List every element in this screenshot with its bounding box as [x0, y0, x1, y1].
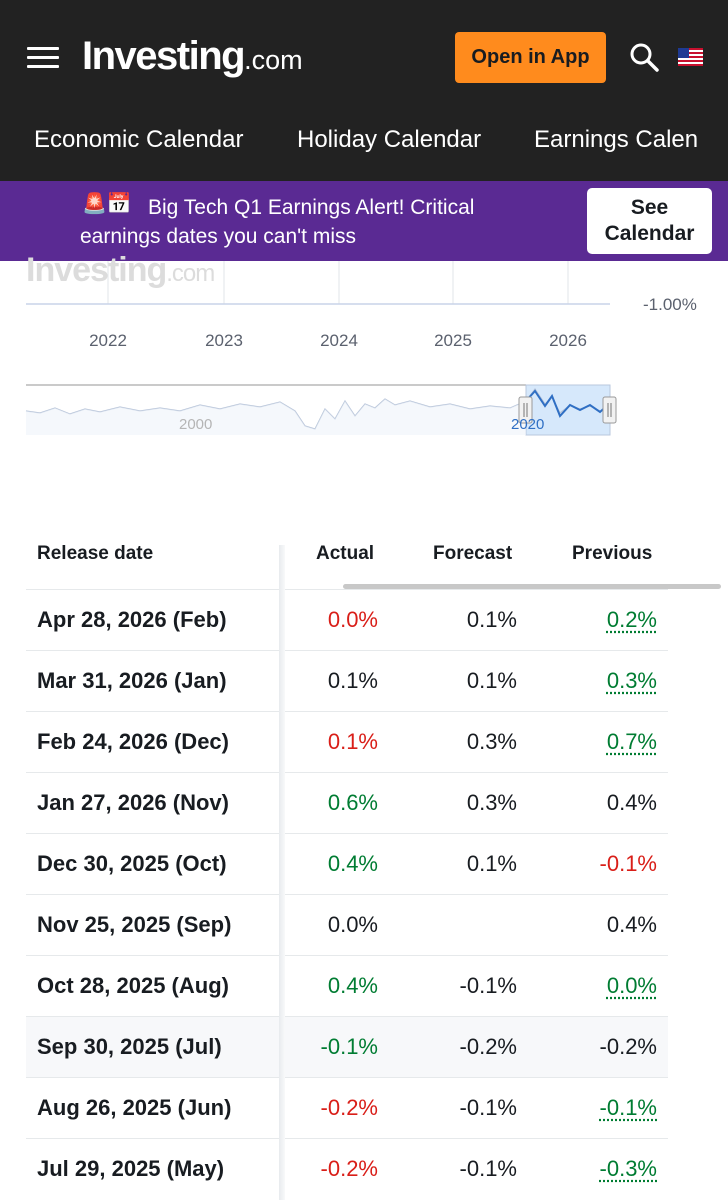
siren-calendar-icon: 🚨📅 [82, 193, 132, 215]
row-forecast: -0.1% [459, 1156, 517, 1181]
table-row: Sep 30, 2025 (Jul) -0.1% -0.2% -0.2% [26, 1016, 668, 1077]
chart-area: Investing.com -1.00% 2022 2023 2024 2025… [0, 251, 728, 461]
logo-main-text: Investing [82, 34, 246, 78]
x-axis-tick: 2024 [320, 331, 358, 350]
row-previous[interactable]: -0.1% [599, 851, 657, 876]
chart-svg [25, 261, 617, 436]
row-actual: -0.2% [320, 1095, 378, 1120]
table-row: Apr 28, 2026 (Feb) 0.0% 0.1% 0.2% [26, 589, 668, 650]
nav-earnings-calendar[interactable]: Earnings Calen [534, 126, 699, 153]
table-row: Nov 25, 2025 (Sep) 0.0% 0.4% [26, 894, 668, 955]
row-release-date: Nov 25, 2025 (Sep) [37, 912, 232, 937]
row-forecast: 0.1% [466, 668, 517, 693]
banner-text[interactable]: Big Tech Q1 Earnings Alert! Critical ear… [80, 196, 475, 248]
row-release-date: Mar 31, 2026 (Jan) [37, 668, 227, 693]
row-forecast: -0.2% [459, 1034, 517, 1059]
table-header: Release date Actual Forecast Previous [26, 525, 728, 589]
row-previous[interactable]: 0.3% [606, 668, 657, 693]
table-horizontal-scrollbar[interactable] [343, 584, 721, 589]
row-previous[interactable]: 0.7% [606, 729, 657, 754]
navigator-label: 2000 [179, 416, 213, 433]
row-forecast: 0.1% [466, 851, 517, 876]
nav-holiday-calendar[interactable]: Holiday Calendar [297, 126, 482, 153]
promo-banner: 🚨📅 Big Tech Q1 Earnings Alert! Critical … [0, 181, 728, 261]
sticky-column-shadow [279, 545, 285, 1200]
hamburger-menu-icon[interactable] [27, 47, 59, 69]
table-row: Feb 24, 2026 (Dec) 0.1% 0.3% 0.7% [26, 711, 668, 772]
row-actual: 0.0% [327, 607, 378, 632]
row-previous[interactable]: -0.2% [599, 1034, 657, 1059]
row-forecast: -0.1% [459, 1095, 517, 1120]
row-actual: 0.4% [327, 973, 378, 998]
chart-watermark: Investing.com [26, 251, 215, 289]
navigator-right-handle [602, 396, 617, 424]
row-previous[interactable]: -0.1% [599, 1095, 657, 1120]
x-axis-tick: 2026 [549, 331, 587, 350]
table-row: Dec 30, 2025 (Oct) 0.4% 0.1% -0.1% [26, 833, 668, 894]
row-forecast: 0.3% [466, 729, 517, 754]
row-previous[interactable]: 0.4% [606, 912, 657, 937]
row-actual: -0.1% [320, 1034, 378, 1059]
row-release-date: Jan 27, 2026 (Nov) [37, 790, 229, 815]
y-axis-tick: -1.00% [643, 295, 697, 314]
row-previous[interactable]: -0.3% [599, 1156, 657, 1181]
search-icon[interactable] [628, 41, 660, 73]
table-row: Oct 28, 2025 (Aug) 0.4% -0.1% 0.0% [26, 955, 668, 1016]
table-row: Jan 27, 2026 (Nov) 0.6% 0.3% 0.4% [26, 772, 668, 833]
row-actual: 0.1% [327, 668, 378, 693]
header-actual[interactable]: Actual [316, 543, 375, 564]
row-release-date: Apr 28, 2026 (Feb) [37, 607, 227, 632]
nav-economic-calendar[interactable]: Economic Calendar [34, 126, 244, 153]
row-release-date: Oct 28, 2025 (Aug) [37, 973, 229, 998]
row-actual: 0.4% [327, 851, 378, 876]
see-calendar-button[interactable]: See Calendar [587, 188, 712, 254]
row-release-date: Jul 29, 2025 (May) [37, 1156, 225, 1181]
row-forecast: 0.3% [466, 790, 517, 815]
x-axis-tick: 2025 [434, 331, 472, 350]
logo-suffix-text: .com [244, 45, 303, 75]
row-actual: 0.1% [327, 729, 378, 754]
row-previous[interactable]: 0.0% [606, 973, 657, 998]
row-actual: -0.2% [320, 1156, 378, 1181]
row-release-date: Feb 24, 2026 (Dec) [37, 729, 229, 754]
calendar-nav: Economic Calendar Holiday Calendar Earni… [0, 114, 728, 181]
row-release-date: Dec 30, 2025 (Oct) [37, 851, 227, 876]
open-in-app-button[interactable]: Open in App [455, 32, 606, 83]
history-table: Release date Actual Forecast Previous [26, 525, 728, 589]
row-release-date: Sep 30, 2025 (Jul) [37, 1034, 222, 1059]
table-row: Mar 31, 2026 (Jan) 0.1% 0.1% 0.3% [26, 650, 668, 711]
navigator-label: 2020 [511, 416, 545, 433]
row-release-date: Aug 26, 2025 (Jun) [37, 1095, 232, 1120]
investing-logo[interactable]: Investing.com [82, 34, 303, 79]
us-flag-icon[interactable] [678, 48, 703, 66]
row-previous[interactable]: 0.4% [606, 790, 657, 815]
navigator-left-handle [518, 396, 533, 424]
table-row: Aug 26, 2025 (Jun) -0.2% -0.1% -0.1% [26, 1077, 668, 1138]
row-previous[interactable]: 0.2% [606, 607, 657, 632]
top-header: Investing.com Open in App [0, 0, 728, 114]
row-forecast: -0.1% [459, 973, 517, 998]
x-axis-tick: 2023 [205, 331, 243, 350]
table-row: Jul 29, 2025 (May) -0.2% -0.1% -0.3% [26, 1138, 668, 1199]
row-actual: 0.6% [327, 790, 378, 815]
header-previous[interactable]: Previous [572, 543, 653, 564]
header-release-date[interactable]: Release date [37, 543, 154, 564]
x-axis-tick: 2022 [89, 331, 127, 350]
header-forecast[interactable]: Forecast [433, 543, 513, 564]
row-actual: 0.0% [327, 912, 378, 937]
row-forecast: 0.1% [466, 607, 517, 632]
